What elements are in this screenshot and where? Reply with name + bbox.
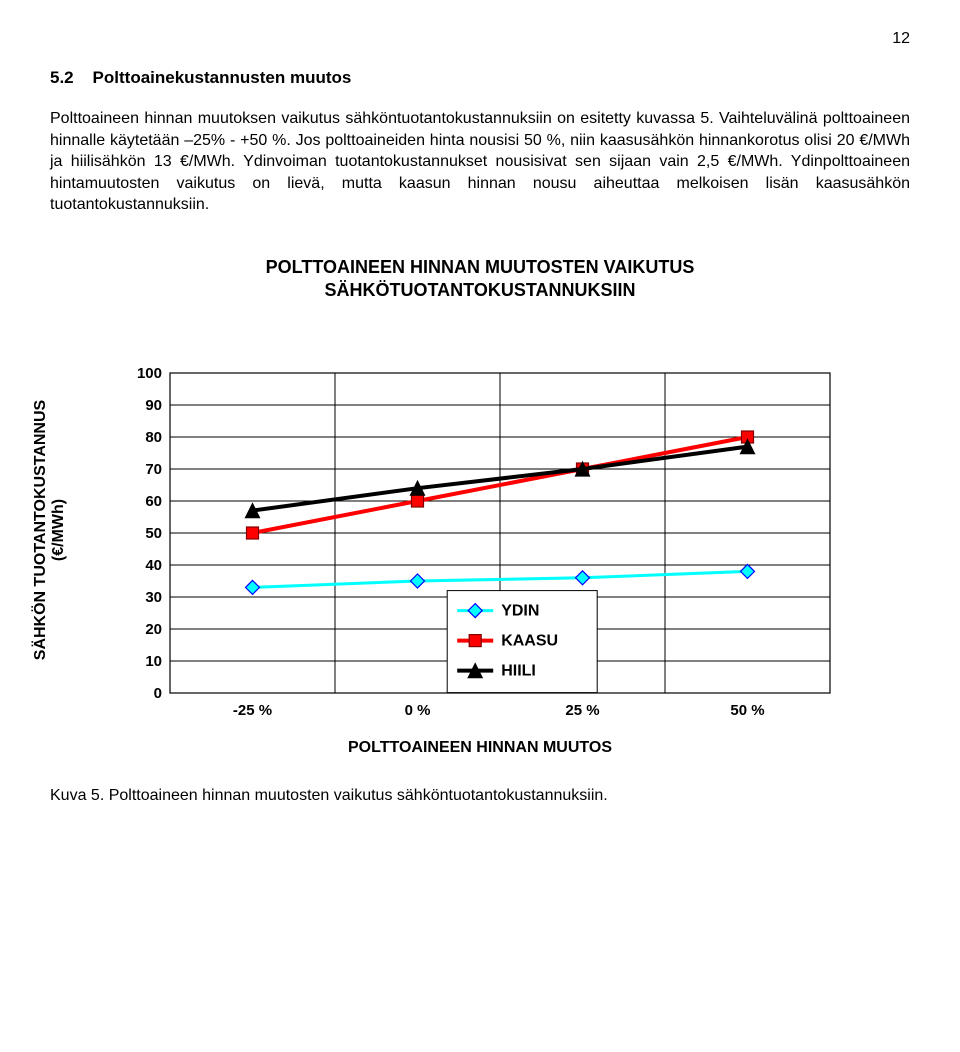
svg-text:70: 70 <box>145 461 162 478</box>
svg-text:90: 90 <box>145 397 162 414</box>
chart-title-line1: POLTTOAINEEN HINNAN MUUTOSTEN VAIKUTUS <box>50 256 910 279</box>
svg-text:40: 40 <box>145 557 162 574</box>
line-chart: 0 10 20 30 40 50 60 70 80 90 100 -25 % 0 % 25 % 50 % YD… <box>100 303 860 733</box>
svg-text:YDIN: YDIN <box>501 602 539 619</box>
svg-text:0: 0 <box>154 685 162 702</box>
page-number: 12 <box>50 30 910 48</box>
svg-text:20: 20 <box>145 621 162 638</box>
svg-text:50 %: 50 % <box>730 702 764 719</box>
svg-text:80: 80 <box>145 429 162 446</box>
svg-text:25 %: 25 % <box>565 702 599 719</box>
svg-text:10: 10 <box>145 653 162 670</box>
svg-text:-25 %: -25 % <box>233 702 272 719</box>
svg-text:50: 50 <box>145 525 162 542</box>
body-paragraph: Polttoaineen hinnan muutoksen vaikutus s… <box>50 108 910 216</box>
chart-title-line2: SÄHKÖTUOTANTOKUSTANNUKSIIN <box>50 279 910 302</box>
ylabel-line1: SÄHKÖN TUOTANTOKUSTANNUS <box>32 400 50 660</box>
svg-text:KAASU: KAASU <box>501 632 558 649</box>
svg-text:100: 100 <box>137 365 162 382</box>
svg-text:30: 30 <box>145 589 162 606</box>
y-axis-label: SÄHKÖN TUOTANTOKUSTANNUS (€/MWh) <box>32 400 68 660</box>
svg-text:60: 60 <box>145 493 162 510</box>
chart-container: SÄHKÖN TUOTANTOKUSTANNUS (€/MWh) 0102030… <box>70 303 890 757</box>
figure-caption: Kuva 5. Polttoaineen hinnan muutosten va… <box>50 787 910 805</box>
chart-title: POLTTOAINEEN HINNAN MUUTOSTEN VAIKUTUS S… <box>50 256 910 303</box>
section-heading: 5.2 Polttoainekustannusten muutos <box>50 68 910 88</box>
ylabel-line2: (€/MWh) <box>50 400 68 660</box>
svg-text:HIILI: HIILI <box>501 662 536 679</box>
section-number: 5.2 <box>50 68 74 87</box>
x-axis-label: POLTTOAINEEN HINNAN MUUTOS <box>70 739 890 757</box>
svg-text:0 %: 0 % <box>405 702 431 719</box>
section-title: Polttoainekustannusten muutos <box>93 68 352 87</box>
